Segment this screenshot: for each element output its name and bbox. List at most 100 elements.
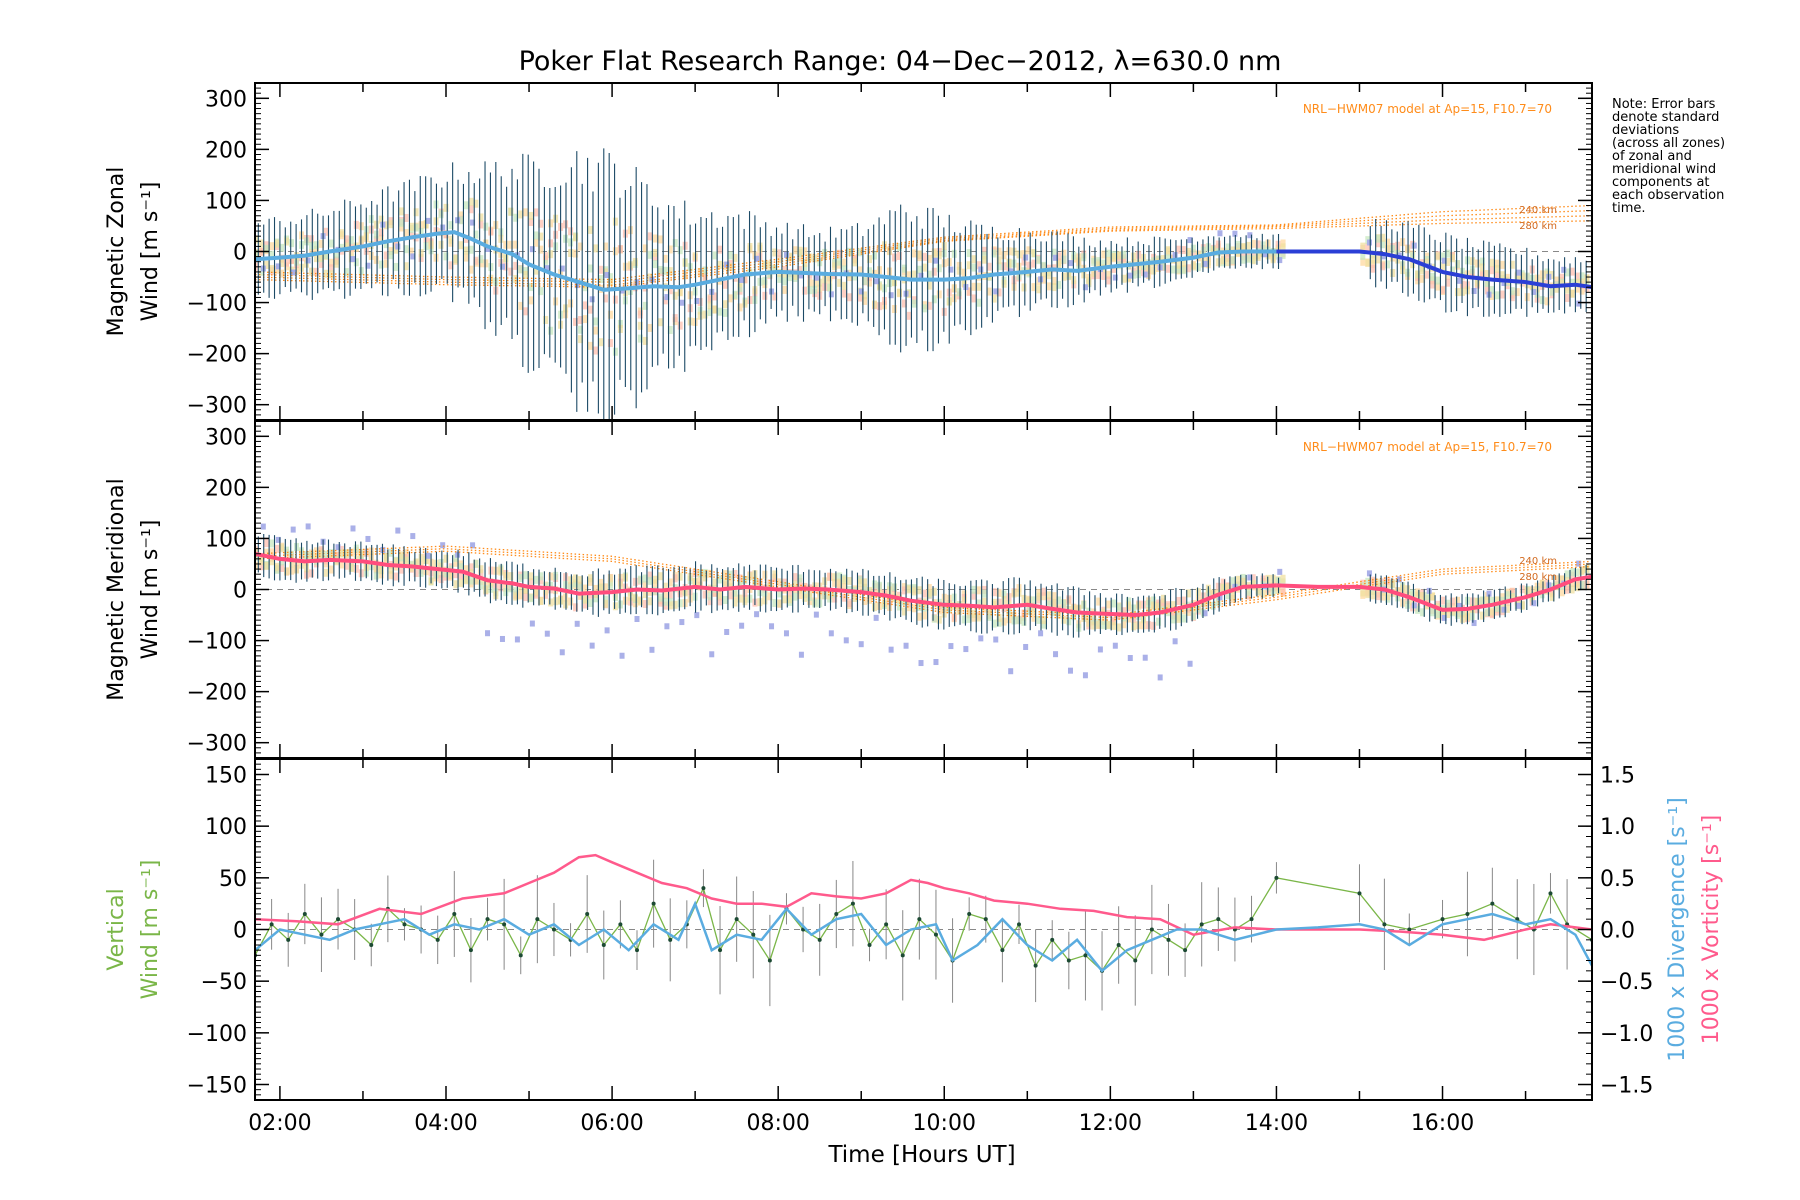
zone-point <box>702 568 708 577</box>
zone-point <box>1041 592 1047 601</box>
outlier-point <box>739 622 745 629</box>
vertical-wind-point <box>933 932 938 937</box>
zone-point <box>548 581 554 590</box>
zone-point <box>971 585 977 594</box>
vertical-wind-point <box>1017 922 1021 927</box>
zone-point <box>662 254 668 263</box>
zone-point <box>1564 570 1570 579</box>
zone-point <box>832 262 838 271</box>
outlier-point <box>529 620 535 627</box>
zone-point <box>1554 284 1560 293</box>
outlier-point <box>425 217 431 224</box>
outlier-point <box>589 296 595 303</box>
zone-point <box>388 565 394 574</box>
zone-point <box>1375 255 1381 264</box>
zone-point <box>548 239 554 248</box>
zone-point <box>1245 241 1251 250</box>
zone-point <box>343 561 349 570</box>
vertical-wind-point <box>485 917 490 922</box>
zone-point <box>737 303 743 312</box>
zone-point <box>348 236 354 245</box>
zone-point <box>1554 276 1560 285</box>
outlier-point <box>828 630 834 637</box>
zone-point <box>772 570 778 579</box>
zone-point <box>971 282 977 291</box>
zone-point <box>1061 249 1067 258</box>
zone-point <box>976 586 982 595</box>
zone-point <box>1116 623 1122 632</box>
zone-point <box>1435 252 1441 261</box>
zone-point <box>1474 259 1480 268</box>
zone-point <box>802 247 808 256</box>
zone-point <box>1420 608 1426 617</box>
zone-point <box>1220 578 1226 587</box>
zone-point <box>647 597 653 606</box>
zone-point <box>1584 274 1590 283</box>
zone-point <box>862 276 868 285</box>
zone-point <box>767 592 773 601</box>
zone-point <box>901 264 907 273</box>
zone-point <box>872 269 878 278</box>
zone-point <box>1245 587 1251 596</box>
outlier-point <box>1008 668 1014 675</box>
outlier-point <box>1217 594 1223 601</box>
zone-point <box>573 579 579 588</box>
zone-point <box>1454 260 1460 269</box>
zone-point <box>543 315 549 324</box>
zone-point <box>712 292 718 301</box>
zone-point <box>1056 280 1062 289</box>
zone-point <box>652 248 658 257</box>
zone-point <box>996 247 1002 256</box>
zone-point <box>901 586 907 595</box>
zone-point <box>448 235 454 244</box>
zone-point <box>1569 289 1575 298</box>
y-axis-title-line1: Magnetic Meridional <box>104 478 129 700</box>
zone-point <box>578 583 584 592</box>
zone-point <box>1370 576 1376 585</box>
zone-point <box>513 592 519 601</box>
zone-point <box>1445 278 1451 287</box>
zone-point <box>647 250 653 259</box>
zone-point <box>1195 588 1201 597</box>
zone-point <box>642 599 648 608</box>
zone-point <box>707 592 713 601</box>
y-axis-title-line1: Magnetic Zonal <box>104 167 129 337</box>
zone-point <box>1574 272 1580 281</box>
zone-point <box>996 588 1002 597</box>
zone-point <box>602 595 608 604</box>
zone-point <box>782 595 788 604</box>
outlier-point <box>1381 253 1387 260</box>
zone-point <box>597 275 603 284</box>
outlier-point <box>1561 266 1567 273</box>
zone-point <box>1489 258 1495 267</box>
zone-point <box>797 574 803 583</box>
outlier-point <box>499 263 505 270</box>
zone-point <box>1101 250 1107 259</box>
zone-point <box>458 211 464 220</box>
zone-point <box>1579 286 1585 295</box>
zone-point <box>971 294 977 303</box>
zone-point <box>373 571 379 580</box>
vertical-wind-point <box>535 917 540 922</box>
outlier-point <box>559 265 565 272</box>
zone-point <box>857 578 863 587</box>
zone-point <box>1479 257 1485 266</box>
zone-point <box>827 572 833 581</box>
zone-point <box>931 250 937 259</box>
zone-point <box>373 230 379 239</box>
zone-point <box>1420 274 1426 283</box>
y-tick-label: −200 <box>187 681 247 706</box>
zone-point <box>403 245 409 254</box>
zone-point <box>936 264 942 273</box>
zone-point <box>717 575 723 584</box>
outlier-point <box>350 256 356 263</box>
zone-point <box>413 223 419 232</box>
zone-point <box>308 241 314 250</box>
outlier-point <box>1157 674 1163 681</box>
zone-point <box>642 574 648 583</box>
outlier-point <box>365 535 371 542</box>
x-tick-label: 14:00 <box>1245 1111 1308 1136</box>
zone-point <box>971 609 977 618</box>
zone-point <box>672 314 678 323</box>
zone-point <box>333 250 339 259</box>
